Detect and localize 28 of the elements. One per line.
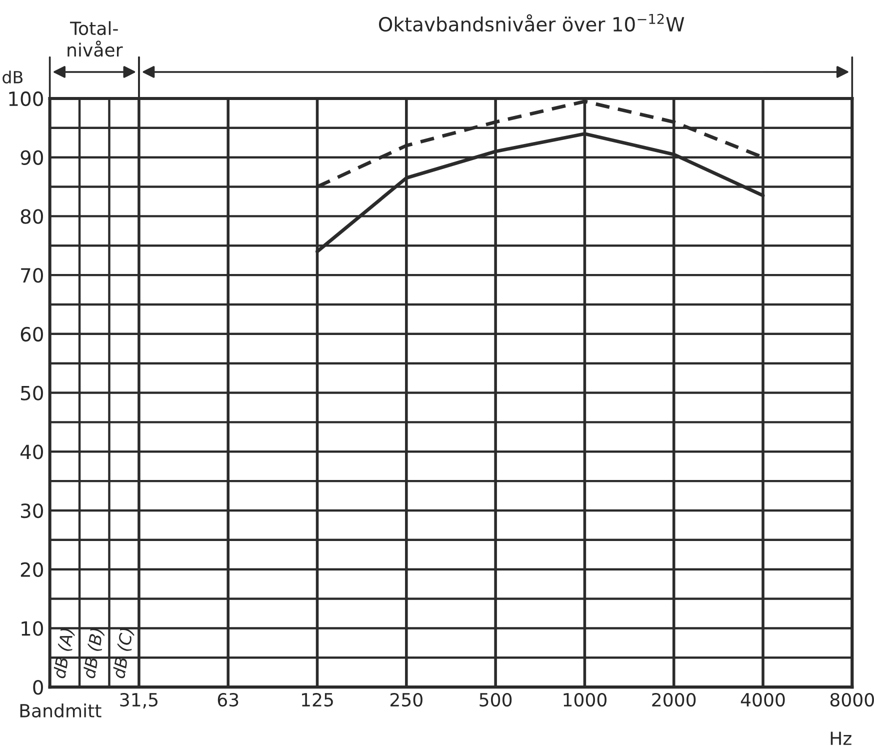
annotation: dB (B): [82, 628, 106, 680]
y-tick-label: 60: [20, 326, 43, 342]
chart-title: Oktavbandsnivåer över 10$^{−12}$W: [378, 14, 684, 32]
x-tick-label: 8000: [830, 692, 874, 707]
x-tick-label: 125: [302, 692, 333, 707]
y-tick-label: 50: [21, 386, 43, 400]
y-tick-label: 0: [33, 680, 43, 695]
x-axis-title: Hz: [830, 732, 852, 745]
y-tick-label: 20: [20, 562, 43, 578]
annotation: dB (C): [112, 628, 136, 680]
x-tick-label: 500: [480, 692, 512, 707]
y-tick-label: 10: [22, 621, 43, 636]
text: Bandmitt: [20, 704, 102, 718]
y-tick-label: 90: [20, 150, 43, 165]
x-tick-label: 4000: [740, 692, 785, 707]
annotation: dB (A): [52, 628, 76, 680]
x-tick-label: 63: [218, 692, 238, 707]
y-tick-label: 70: [21, 268, 43, 283]
y-tick-label: 100: [9, 91, 43, 106]
y-tick-label: 30: [21, 503, 43, 518]
text: Total- nivåer: [68, 21, 123, 57]
x-tick-label: 250: [390, 692, 422, 707]
y-tick-label: 80: [20, 209, 43, 224]
x-tick-label: 2000: [652, 692, 696, 707]
y-axis-title: dB: [2, 70, 23, 84]
x-tick-label: 31,5: [120, 692, 158, 708]
y-tick-label: 40: [20, 444, 43, 460]
x-tick-label: 1000: [564, 692, 606, 707]
